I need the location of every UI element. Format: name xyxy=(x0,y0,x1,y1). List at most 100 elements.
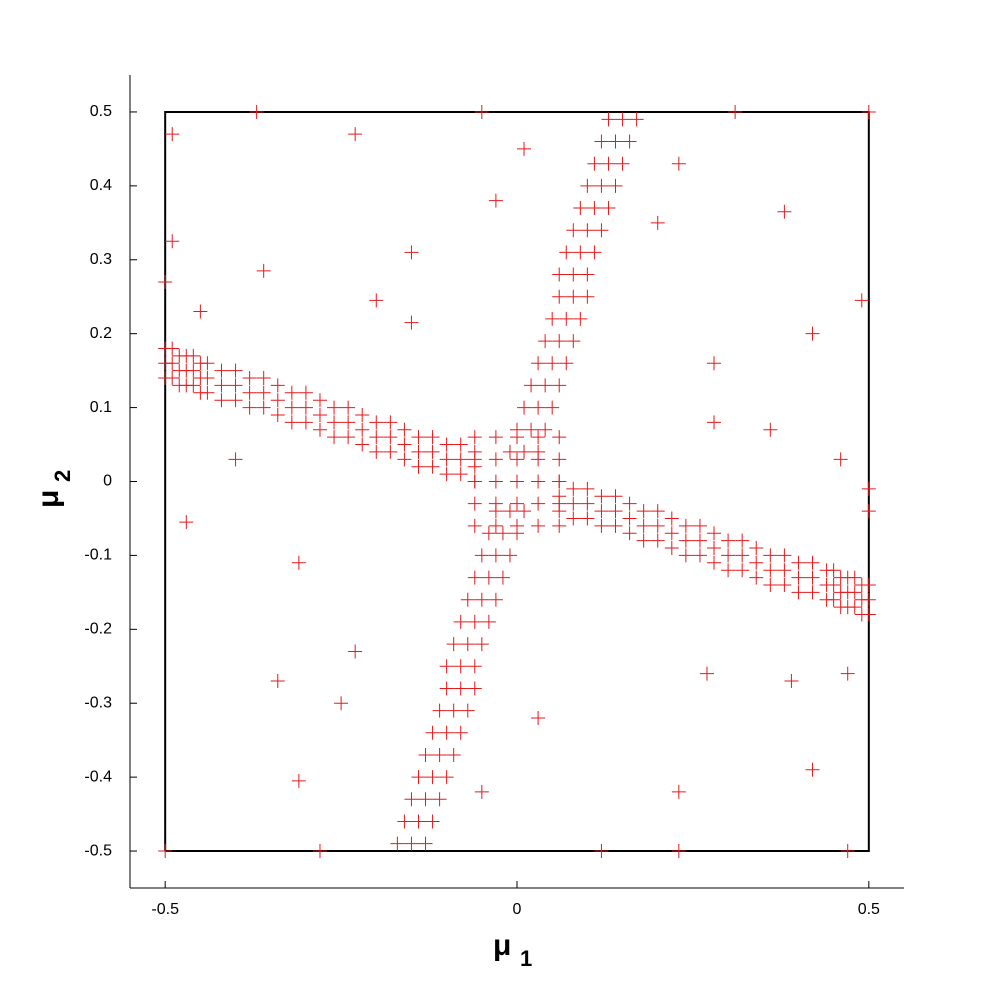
scatter-point xyxy=(397,452,412,467)
scatter-point xyxy=(545,311,560,326)
scatter-point xyxy=(214,378,229,393)
scatter-point xyxy=(608,518,623,533)
scatter-point xyxy=(467,496,482,511)
scatter-point xyxy=(594,223,609,238)
scatter-point xyxy=(439,467,454,482)
scatter-point xyxy=(552,378,567,393)
scatter-point xyxy=(819,577,834,592)
scatter-point xyxy=(200,356,215,371)
scatter-point xyxy=(749,541,764,556)
y-tick-label: 0.5 xyxy=(90,103,112,120)
scatter-point xyxy=(355,422,370,437)
scatter-point xyxy=(488,452,503,467)
scatter-point xyxy=(425,814,440,829)
scatter-point xyxy=(608,504,623,519)
scatter-point xyxy=(474,548,489,563)
scatter-point xyxy=(341,400,356,415)
scatter-point xyxy=(517,400,532,415)
scatter-point xyxy=(467,659,482,674)
scatter-point xyxy=(186,363,201,378)
scatter-point xyxy=(636,533,651,548)
scatter-point xyxy=(559,311,574,326)
scatter-point xyxy=(242,400,257,415)
scatter-point xyxy=(699,666,714,681)
scatter-point xyxy=(650,504,665,519)
y-axis-label-group: μ 2 xyxy=(32,470,75,508)
scatter-point xyxy=(587,245,602,260)
scatter-point xyxy=(467,681,482,696)
scatter-point xyxy=(552,518,567,533)
scatter-point xyxy=(707,526,722,541)
scatter-point xyxy=(601,112,616,127)
scatter-point xyxy=(552,496,567,511)
x-axis-label-subscript: 1 xyxy=(520,946,532,971)
scatter-point xyxy=(552,334,567,349)
scatter-point xyxy=(298,415,313,430)
scatter-point xyxy=(453,659,468,674)
scatter-point xyxy=(594,134,609,149)
scatter-point xyxy=(488,518,503,533)
scatter-point xyxy=(538,422,553,437)
scatter-point xyxy=(411,430,426,445)
scatter-point xyxy=(664,526,679,541)
scatter-point xyxy=(566,481,581,496)
scatter-point xyxy=(404,245,419,260)
scatter-point xyxy=(566,496,581,511)
scatter-point xyxy=(439,437,454,452)
scatter-point xyxy=(214,393,229,408)
y-axis-label: μ xyxy=(32,490,65,508)
scatter-point xyxy=(460,703,475,718)
scatter-point xyxy=(418,747,433,762)
scatter-point xyxy=(446,703,461,718)
scatter-point xyxy=(425,725,440,740)
scatter-point xyxy=(833,452,848,467)
scatter-point xyxy=(594,489,609,504)
scatter-point xyxy=(854,592,869,607)
scatter-point xyxy=(531,474,546,489)
scatter-point xyxy=(446,637,461,652)
scatter-point xyxy=(488,496,503,511)
scatter-point xyxy=(446,747,461,762)
scatter-point xyxy=(502,548,517,563)
scatter-point xyxy=(622,134,637,149)
scatter-point xyxy=(467,518,482,533)
scatter-point xyxy=(397,814,412,829)
scatter-point xyxy=(298,385,313,400)
x-axis-label: μ xyxy=(493,929,511,962)
scatter-point xyxy=(453,452,468,467)
scatter-point xyxy=(383,430,398,445)
scatter-point xyxy=(552,474,567,489)
scatter-point xyxy=(777,563,792,578)
scatter-point xyxy=(453,681,468,696)
scatter-point xyxy=(158,844,173,859)
scatter-point xyxy=(460,592,475,607)
scatter-point xyxy=(545,400,560,415)
scatter-point xyxy=(854,293,869,308)
scatter-point xyxy=(165,127,180,142)
scatter-point xyxy=(692,548,707,563)
scatter-point xyxy=(629,112,644,127)
scatter-point xyxy=(327,415,342,430)
scatter-point xyxy=(594,178,609,193)
scatter-point xyxy=(404,315,419,330)
scatter-point xyxy=(671,784,686,799)
scatter-point xyxy=(763,422,778,437)
scatter-point xyxy=(524,378,539,393)
scatter-point xyxy=(418,836,433,851)
scatter-point xyxy=(580,511,595,526)
scatter-point xyxy=(510,430,524,445)
scatter-point xyxy=(531,430,546,445)
scatter-point xyxy=(861,104,876,119)
scatter-point xyxy=(601,156,616,171)
scatter-point xyxy=(341,430,356,445)
scatter-point xyxy=(488,548,503,563)
scatter-point xyxy=(369,415,384,430)
scatter-point xyxy=(242,371,257,386)
scatter-point xyxy=(334,696,349,711)
scatter-point xyxy=(517,444,532,459)
scatter-point xyxy=(348,644,363,659)
scatter-point xyxy=(200,385,215,400)
scatter-point xyxy=(228,452,243,467)
scatter-point xyxy=(566,289,581,304)
scatter-point xyxy=(671,156,686,171)
